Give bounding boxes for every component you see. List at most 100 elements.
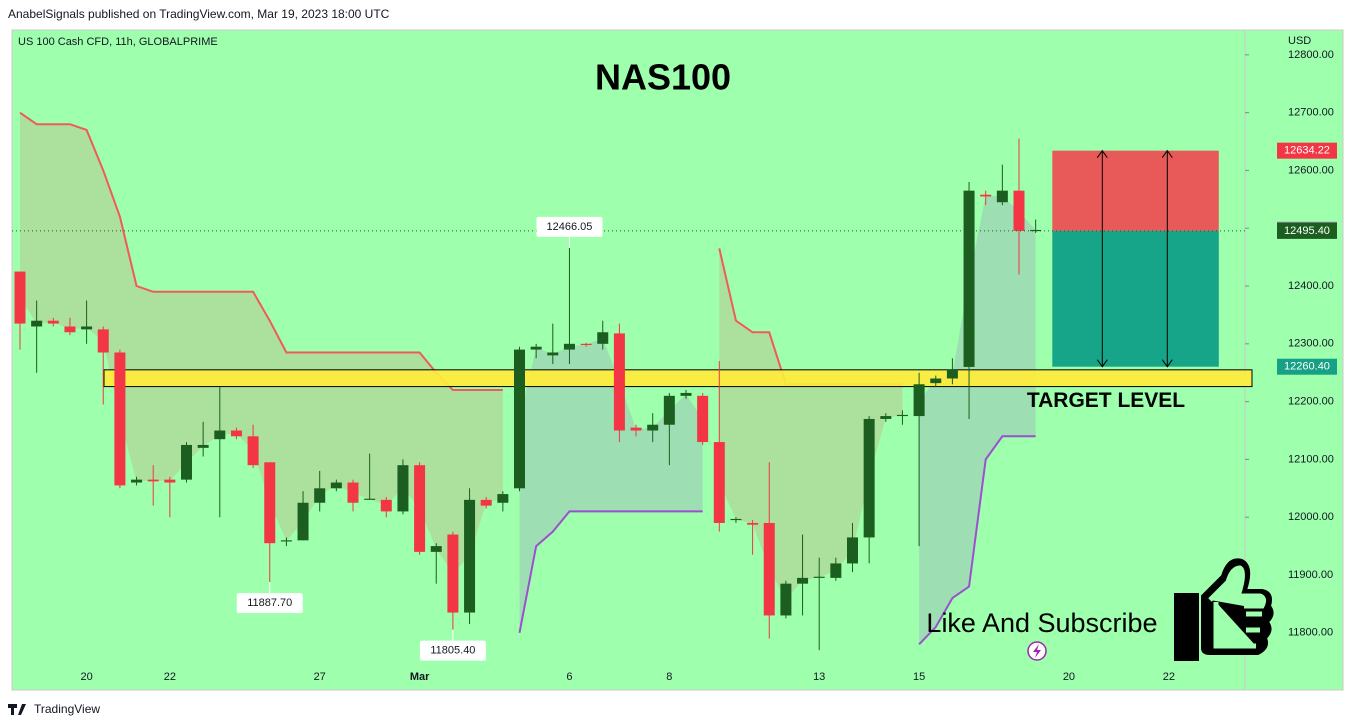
candle-body <box>164 479 176 483</box>
candle-body <box>847 537 858 564</box>
candle-body <box>464 499 476 613</box>
annotation-label: 12466.05 <box>547 221 593 233</box>
candle-body <box>430 546 442 552</box>
candle-body <box>730 518 742 521</box>
currency: USD <box>1288 35 1311 47</box>
candle-body <box>996 190 1008 203</box>
candle-body <box>230 430 242 437</box>
candle-body <box>630 427 642 431</box>
x-tick-label: 6 <box>566 671 572 683</box>
candle-body <box>280 540 292 542</box>
x-tick-label: 13 <box>813 671 825 683</box>
candle-body <box>414 465 426 552</box>
candle-body <box>447 534 459 613</box>
x-tick-label: 27 <box>314 671 326 683</box>
annotation-label: 11805.40 <box>430 645 475 657</box>
price-label-bg <box>1277 222 1337 239</box>
candle-body <box>697 395 709 443</box>
candle-body <box>580 343 592 345</box>
candle-body <box>680 392 692 396</box>
price-label-bg <box>1277 358 1337 375</box>
x-tick-label: 20 <box>1063 671 1075 683</box>
candle-body <box>530 346 542 350</box>
candle-body <box>97 329 109 353</box>
candle-body <box>181 444 192 480</box>
trend-fill <box>20 112 503 574</box>
candle-body <box>747 522 759 525</box>
y-tick-label: 12700.00 <box>1288 107 1334 119</box>
trend-fill <box>919 195 1036 645</box>
candle-body <box>47 320 59 324</box>
price-label: 12260.40 <box>1284 361 1330 373</box>
annotation-label: 11887.70 <box>247 597 292 609</box>
annotation-box <box>536 216 603 237</box>
x-tick-label: Mar <box>410 671 430 683</box>
x-tick-label: 22 <box>164 671 176 683</box>
candle-body <box>380 499 392 512</box>
candle-body <box>797 577 809 584</box>
candle-body <box>1030 229 1042 232</box>
brand: TradingView <box>34 702 100 716</box>
candle-body <box>64 326 76 333</box>
candle-body <box>147 479 159 482</box>
y-tick-label: 11900.00 <box>1288 569 1333 581</box>
candle-body <box>563 343 575 350</box>
candle-body <box>480 499 492 506</box>
candle-body <box>597 332 609 344</box>
trend-fill <box>719 248 903 600</box>
symbol: US 100 Cash CFD, 11h, GLOBALPRIME <box>18 36 218 48</box>
y-tick-label: 12400.00 <box>1288 280 1334 292</box>
candle-body <box>314 488 326 503</box>
candle-body <box>347 482 359 503</box>
candle-body <box>131 479 143 483</box>
arrow-head <box>1096 359 1108 368</box>
x-tick-label: 15 <box>913 671 925 683</box>
thumbs-up-icon <box>1174 558 1274 661</box>
annotation-box <box>236 593 303 614</box>
y-tick-label: 12200.00 <box>1288 396 1334 408</box>
y-tick-label: 11800.00 <box>1288 627 1333 639</box>
candle-body <box>81 326 93 330</box>
price-label: 12634.22 <box>1284 145 1330 157</box>
x-tick-label: 20 <box>80 671 92 683</box>
candle-body <box>613 333 625 431</box>
arrow-head <box>1161 359 1173 368</box>
candle-body <box>830 563 842 578</box>
x-tick-label: 8 <box>666 671 672 683</box>
candle-body <box>364 498 376 500</box>
stop-zone <box>1052 150 1219 231</box>
candle-body <box>663 395 675 425</box>
candle-body <box>763 522 775 616</box>
y-tick-label: 12000.00 <box>1288 511 1334 523</box>
y-tick-label: 12600.00 <box>1288 164 1334 176</box>
y-tick-label: 12800.00 <box>1288 49 1334 61</box>
candle-body <box>980 194 992 197</box>
target-box <box>1052 230 1219 367</box>
candle-body <box>297 502 309 541</box>
candle-body <box>264 462 276 544</box>
price-label-bg <box>1277 142 1337 159</box>
trend-fill <box>519 338 703 633</box>
y-tick-label: 12100.00 <box>1288 453 1334 465</box>
candle-body <box>514 349 525 489</box>
candle-body <box>497 494 509 503</box>
candle-body <box>647 424 659 431</box>
candle-body <box>780 583 792 616</box>
candle-body <box>713 442 725 523</box>
candle-body <box>813 576 825 578</box>
candle-body <box>913 384 925 417</box>
candle-body <box>946 369 958 379</box>
candle-body <box>397 465 409 512</box>
candle-body <box>31 320 43 327</box>
candle-body <box>896 414 908 417</box>
candle-body <box>247 436 259 466</box>
zone-label: TARGET LEVEL <box>1027 389 1185 412</box>
candle-body <box>330 482 342 489</box>
trend-line <box>518 510 703 633</box>
trend-line <box>918 435 1036 646</box>
candle-body <box>930 378 942 384</box>
overlay-text: Like And Subscribe <box>926 608 1157 638</box>
lightning-icon <box>1027 641 1047 661</box>
